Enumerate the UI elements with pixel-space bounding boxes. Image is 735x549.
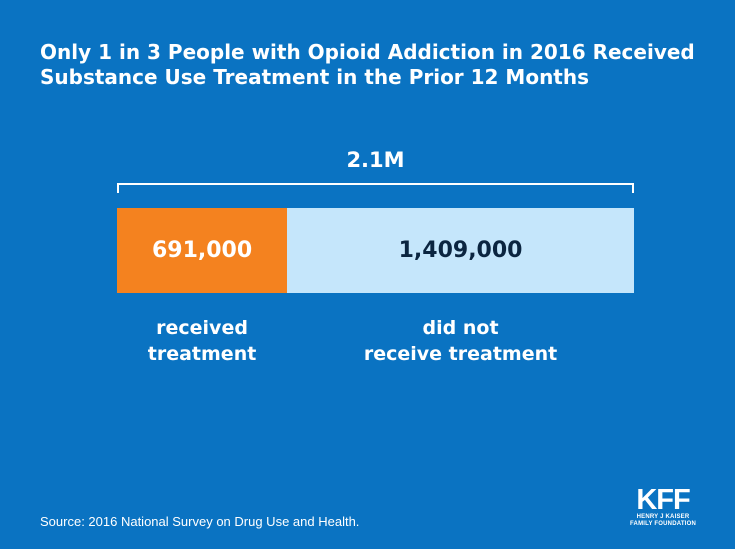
logo-subtitle-line-2: FAMILY FOUNDATION	[630, 521, 696, 527]
logo-subtitle-line-1: HENRY J KAISER	[636, 514, 690, 520]
bar-segment-not-received: 1,409,000	[287, 208, 634, 293]
category-label-received: received treatment	[92, 315, 312, 367]
total-label: 2.1M	[346, 148, 405, 172]
bar-value-label-received: 691,000	[151, 238, 253, 263]
stacked-bar: 691,000 1,409,000	[117, 208, 634, 293]
category-label-not-received-line-1: did not	[422, 317, 499, 339]
category-label-received-line-1: received	[156, 317, 248, 339]
logo-subtitle: HENRY J KAISER FAMILY FOUNDATION	[622, 514, 704, 528]
logo-mark: KFF	[636, 484, 690, 516]
chart-title: Only 1 in 3 People with Opioid Addiction…	[40, 40, 700, 90]
category-label-received-line-2: treatment	[147, 343, 257, 365]
chart-title-line-1: Only 1 in 3 People with Opioid Addiction…	[40, 40, 695, 64]
bar-value-label-not-received: 1,409,000	[398, 238, 523, 263]
bar-segment-received: 691,000	[117, 208, 288, 293]
source-note: Source: 2016 National Survey on Drug Use…	[40, 514, 360, 529]
category-label-not-received: did not receive treatment	[351, 315, 571, 367]
category-label-not-received-line-2: receive treatment	[363, 343, 558, 365]
chart-title-line-2: Substance Use Treatment in the Prior 12 …	[40, 65, 590, 89]
total-bracket	[117, 183, 634, 193]
kff-logo: KFF HENRY J KAISER FAMILY FOUNDATION	[622, 486, 704, 528]
